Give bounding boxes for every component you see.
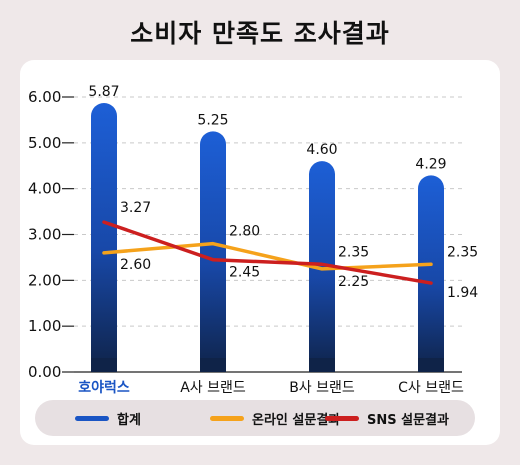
online-label-1: 2.80 <box>229 224 260 240</box>
label-layer: 5.87 5.25 4.60 4.29 2.60 2.80 2.25 2.35 3.27 2.45… <box>78 84 478 396</box>
line-layer <box>102 220 433 285</box>
category-label-1: A사 브랜드 <box>180 380 246 396</box>
online-label-2: 2.25 <box>338 274 369 290</box>
ytick-label-4: 4.00 <box>28 180 61 198</box>
bar-label-0: 5.87 <box>88 84 119 100</box>
category-label-3: C사 브랜드 <box>398 380 464 396</box>
bar-total-3 <box>418 175 444 372</box>
legend-swatch-sns <box>325 415 359 421</box>
legend-label-total: 합계 <box>117 412 141 428</box>
bar-total-base-1 <box>200 358 226 372</box>
legend-label-online: 온라인 설문결과 <box>252 412 341 428</box>
bar-total-1 <box>200 131 226 372</box>
online-label-3: 2.35 <box>447 244 478 260</box>
bar-layer <box>91 102 444 372</box>
ytick-label-5: 5.00 <box>28 134 61 152</box>
chart-card <box>20 60 500 445</box>
bar-label-3: 4.29 <box>415 156 446 172</box>
sns-label-1: 2.45 <box>229 265 260 281</box>
online-label-0: 2.60 <box>120 257 151 273</box>
category-label-2: B사 브랜드 <box>289 380 355 396</box>
category-label-0: 호야럭스 <box>78 379 130 396</box>
bar-total-base-2 <box>309 358 335 372</box>
line-series-2 <box>102 220 433 285</box>
legend-item-online: 온라인 설문결과 <box>210 400 340 436</box>
bar-label-1: 5.25 <box>197 112 228 128</box>
line-series-1 <box>102 241 433 271</box>
bar-total-2 <box>309 161 335 372</box>
legend-swatch-total <box>75 415 109 421</box>
grid-layer: 0.00 1.00 2.00 3.00 4.00 5.00 6.00 <box>28 88 462 381</box>
sns-label-3: 1.94 <box>447 285 478 301</box>
legend-swatch-online <box>210 415 244 421</box>
bar-total-base-0 <box>91 358 117 372</box>
bar-total-base-3 <box>418 358 444 372</box>
legend-item-sns: SNS 설문결과 <box>325 400 449 436</box>
bar-label-2: 4.60 <box>306 142 337 158</box>
sns-label-0: 3.27 <box>120 200 151 216</box>
ytick-label-0: 0.00 <box>28 363 61 381</box>
legend: 합계 온라인 설문결과 SNS 설문결과 <box>35 400 475 436</box>
ytick-label-6: 6.00 <box>28 88 61 106</box>
bar-total-0 <box>91 102 117 372</box>
legend-item-total: 합계 <box>75 400 141 436</box>
ytick-label-2: 2.00 <box>28 271 61 289</box>
ytick-label-1: 1.00 <box>28 317 61 335</box>
ytick-label-3: 3.00 <box>28 226 61 244</box>
legend-label-sns: SNS 설문결과 <box>367 412 449 428</box>
chart-title: 소비자 만족도 조사결과 <box>130 19 390 48</box>
sns-label-2: 2.35 <box>338 244 369 260</box>
